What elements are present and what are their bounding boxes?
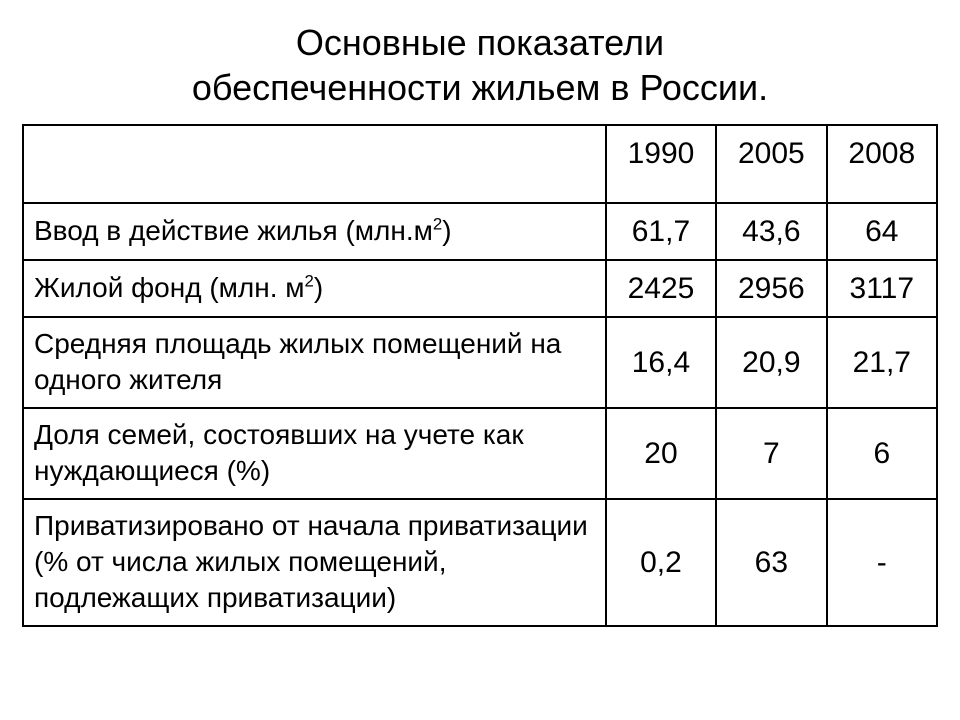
row-label-pre: Жилой фонд (млн. м: [34, 272, 305, 303]
cell-value: 21,7: [827, 317, 937, 408]
cell-value: 2956: [716, 260, 826, 317]
cell-value: 2425: [606, 260, 716, 317]
cell-value: 20: [606, 408, 716, 499]
row-label: Жилой фонд (млн. м2): [23, 260, 606, 317]
row-label-post: ): [314, 272, 323, 303]
row-label-superscript: 2: [433, 215, 442, 234]
row-label: Доля семей, состоявших на учете как нужд…: [23, 408, 606, 499]
page: Основные показатели обеспеченности жилье…: [0, 0, 960, 637]
cell-value: 7: [716, 408, 826, 499]
header-year-2005: 2005: [716, 125, 826, 203]
table-row: Жилой фонд (млн. м2)242529563117: [23, 260, 937, 317]
header-year-2008: 2008: [827, 125, 937, 203]
row-label-superscript: 2: [305, 272, 314, 291]
row-label: Средняя площадь жилых помещений на одног…: [23, 317, 606, 408]
cell-value: 20,9: [716, 317, 826, 408]
title-line-2: обеспеченности жильем в России.: [192, 67, 768, 108]
table-row: Средняя площадь жилых помещений на одног…: [23, 317, 937, 408]
row-label-pre: Доля семей, состоявших на учете как нужд…: [34, 419, 524, 486]
cell-value: 43,6: [716, 203, 826, 260]
row-label: Ввод в действие жилья (млн.м2): [23, 203, 606, 260]
cell-value: 61,7: [606, 203, 716, 260]
cell-value: 64: [827, 203, 937, 260]
table-row: Доля семей, состоявших на учете как нужд…: [23, 408, 937, 499]
table-row: Ввод в действие жилья (млн.м2)61,743,664: [23, 203, 937, 260]
row-label-post: ): [442, 215, 451, 246]
cell-value: 16,4: [606, 317, 716, 408]
row-label-pre: Приватизировано от начала приватизации (…: [34, 510, 588, 614]
cell-value: 63: [716, 499, 826, 626]
table-header-row: 1990 2005 2008: [23, 125, 937, 203]
page-title: Основные показатели обеспеченности жилье…: [22, 20, 938, 110]
cell-value: 3117: [827, 260, 937, 317]
cell-value: 0,2: [606, 499, 716, 626]
indicators-table: 1990 2005 2008 Ввод в действие жилья (мл…: [22, 124, 938, 627]
title-line-1: Основные показатели: [296, 22, 664, 63]
row-label: Приватизировано от начала приватизации (…: [23, 499, 606, 626]
table-row: Приватизировано от начала приватизации (…: [23, 499, 937, 626]
header-blank: [23, 125, 606, 203]
row-label-pre: Средняя площадь жилых помещений на одног…: [34, 328, 561, 395]
table-body: Ввод в действие жилья (млн.м2)61,743,664…: [23, 203, 937, 626]
cell-value: 6: [827, 408, 937, 499]
header-year-1990: 1990: [606, 125, 716, 203]
row-label-pre: Ввод в действие жилья (млн.м: [34, 215, 433, 246]
cell-value: -: [827, 499, 937, 626]
